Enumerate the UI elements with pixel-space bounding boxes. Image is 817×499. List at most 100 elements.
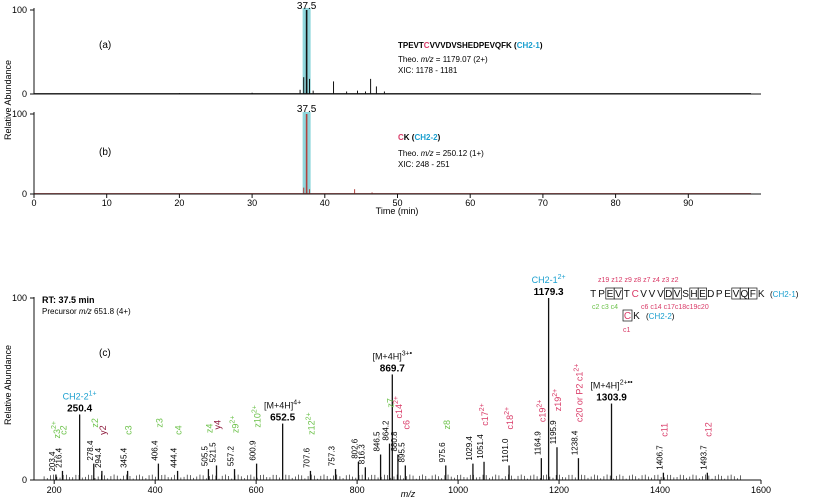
fragment-ion-label: c2 [58, 425, 68, 435]
panel-a-peptide: TPEVTCVVVDVSHEDPEVQFK (CH2-1) [398, 41, 543, 50]
panel-b-peptide-post: K [404, 133, 410, 142]
panel-a-theo-value: = 1179.07 (2+) [434, 55, 488, 64]
panel-c-rt: RT: 37.5 min [42, 295, 95, 305]
cleavage-box [672, 287, 682, 300]
panel-b-peptide: CK (CH2-2) [398, 133, 441, 142]
fragment-ion-label: c11 [659, 423, 669, 437]
fragment-ion-label: c4 [174, 425, 184, 435]
fragment-ion-charge: 2+ [305, 412, 312, 420]
fragment-ion-charge: 2+ [552, 389, 559, 397]
panel-c-precursor-prefix: Precursor [42, 307, 79, 316]
peak-mz-label: 1101.0 [501, 438, 510, 462]
panel-a-theo-prefix: Theo. [398, 55, 421, 64]
sequence-letter: F [750, 289, 756, 300]
panel-b-x-ticks: 0 10 20 30 40 50 60 70 80 90 [31, 194, 693, 208]
peak-mz-label: 880.8 [390, 431, 399, 452]
panel-b-trace [34, 114, 751, 194]
fragment-ion-label: c12 [703, 422, 713, 437]
peak-mz-label: 975.6 [438, 442, 447, 463]
fragment-ion-charge: 2+ [51, 421, 58, 429]
panel-b-theo-mz: m/z [421, 149, 434, 158]
x-tick-label: 0 [31, 198, 36, 208]
x-tick-label: 70 [538, 198, 548, 208]
peak-mz-label: 1029.4 [465, 436, 474, 461]
sequence-letter: V [649, 289, 656, 300]
panel-b-label: (b) [99, 147, 111, 158]
panel-b-theo-prefix: Theo. [398, 149, 421, 158]
fragment-ion-label: c3 [124, 425, 134, 435]
peak-mz-label: 521.5 [209, 442, 218, 463]
panel-b: 100 0 (b) 37.5 CK (CH2-2) Theo. m/z = 25… [12, 104, 761, 216]
fragment-ion-label: z8 [442, 420, 452, 430]
panel-b-theo: Theo. m/z = 250.12 (1+) [398, 149, 484, 158]
seq1-tag: (CH2-1) [770, 290, 799, 299]
fragment-ion-charge: 2+ [230, 416, 237, 424]
fragment-ion-label: c20 or P2 c12+ [573, 364, 584, 423]
seq1-top-ions: z19 z12 z9 z8 z7 z4 z3 z2 [598, 277, 679, 284]
x-tick-label: 400 [148, 485, 163, 495]
fragment-ion-label: c172+ [479, 403, 490, 426]
cleavage-box [748, 287, 758, 300]
fragment-ion-label: z32+ [51, 421, 62, 439]
fragment-ion-charge: 2+ [252, 405, 259, 413]
peak-mz-label: 278.4 [86, 440, 95, 461]
callout-value: 250.4 [67, 403, 92, 414]
fragment-ion-label: z4 [204, 424, 214, 434]
fragment-ion-label: z102+ [252, 405, 263, 428]
peak-mz-label: 1238.4 [570, 430, 579, 455]
seq2-bottom: c1 [623, 327, 631, 334]
cleavage-box [622, 309, 633, 322]
panel-b-ytick-label-0: 0 [22, 189, 27, 199]
callout-value: 652.5 [270, 413, 295, 424]
panel-c-y-label: Relative Abundance [3, 345, 13, 425]
fragment-ion-charge: 2+ [504, 407, 511, 415]
peak-mz-label: 1164.9 [533, 431, 542, 455]
panel-c-ytick-label-100: 100 [12, 293, 27, 303]
peak-mz-label: 1406.7 [655, 445, 664, 470]
peak-mz-label: 846.5 [373, 431, 382, 452]
callout-value: 869.7 [380, 363, 405, 374]
sequence-letter: K [758, 289, 765, 300]
panel-b-ytick-label-100: 100 [12, 109, 27, 119]
x-tick-label: 200 [47, 485, 62, 495]
peak-mz-label: 345.4 [120, 447, 129, 468]
peak-mz-label: 864.2 [382, 420, 391, 441]
fragment-ion-label: z92+ [230, 416, 241, 434]
x-tick-label: 40 [320, 198, 330, 208]
peak-mz-label: 203.4 [48, 451, 57, 472]
panel-b-peak-label: 37.5 [297, 104, 317, 115]
x-tick-label: 1400 [650, 485, 670, 495]
fragment-ion-label: c182+ [504, 407, 515, 430]
panel-a-peak-label: 37.5 [297, 1, 317, 12]
panel-a-label: (a) [99, 40, 111, 51]
x-tick-label: 800 [350, 485, 365, 495]
fragment-ion-label: y4 [213, 420, 223, 430]
x-tick-label: 80 [611, 198, 621, 208]
panel-c-precursor-value: 651.8 (4+) [92, 307, 131, 316]
panel-c-precursor-mz: m/z [79, 307, 92, 316]
peak-mz-label: 816.3 [357, 444, 366, 465]
callout-name: CH2-21+ [63, 390, 97, 401]
fragment-ion-label: z3 [154, 418, 164, 428]
panel-a-ytick-label-0: 0 [22, 89, 27, 99]
peak-mz-label: 294.4 [94, 447, 103, 468]
fragment-ion-label: z2 [90, 418, 100, 428]
sequence-letter: E [724, 289, 731, 300]
panel-b-peptide-tag: CH2-2 [414, 133, 438, 142]
seq1-bottom-red: c6 c14 c17c18c19c20 [641, 304, 709, 311]
callout-value: 1303.9 [596, 393, 627, 404]
chromatogram-y-label: Relative Abundance [3, 60, 13, 140]
sequence-letter: S [682, 289, 689, 300]
panel-c-label: (c) [99, 348, 111, 359]
peak-mz-label: 216.4 [54, 447, 63, 468]
sequence-letter: T [590, 289, 596, 300]
sequence-letter: H [690, 289, 697, 300]
x-tick-label: 10 [102, 198, 112, 208]
sequence-letter: P [598, 289, 605, 300]
fragment-ion-label: c142+ [393, 396, 404, 419]
peak-mz-label: 444.4 [170, 447, 179, 468]
panel-b-theo-value: = 250.12 (1+) [434, 149, 485, 158]
